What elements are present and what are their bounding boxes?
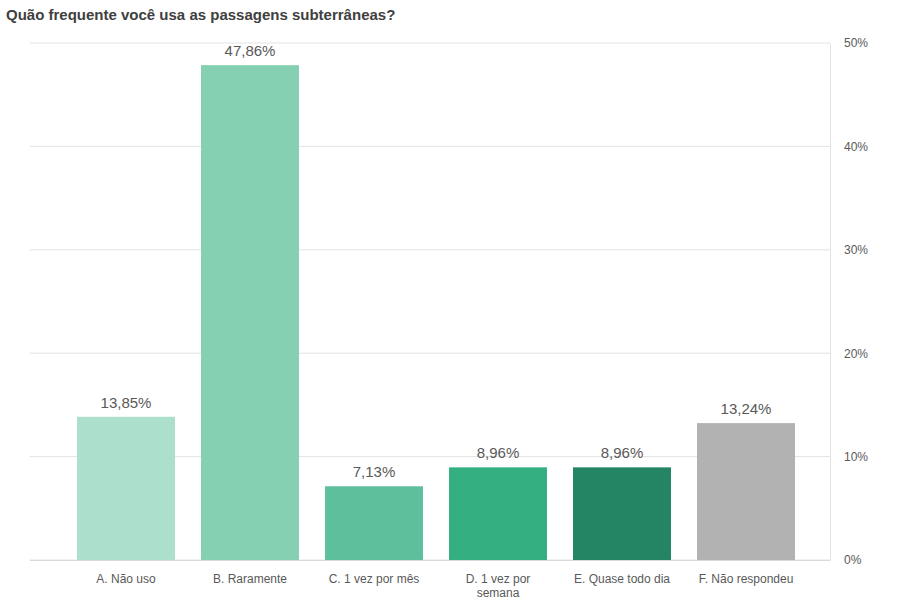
chart-root: Quão frequente você usa as passagens sub…	[0, 0, 910, 614]
y-tick: 10%	[830, 450, 868, 464]
x-tick-label-line: semana	[477, 586, 520, 600]
grid-line	[30, 146, 830, 147]
y-tick: 50%	[830, 36, 868, 50]
y-tick: 30%	[830, 243, 868, 257]
bar	[325, 486, 423, 560]
y-tick: 0%	[830, 553, 862, 567]
x-tick-label: F. Não respondeu	[699, 572, 794, 586]
y-tick: 20%	[830, 347, 868, 361]
x-tick: B. Raramente	[213, 560, 287, 586]
y-tick-label: 40%	[844, 140, 868, 154]
data-label: 47,86%	[225, 42, 276, 59]
chart-title: Quão frequente você usa as passagens sub…	[6, 6, 395, 23]
y-tick-label: 10%	[844, 450, 868, 464]
y-tick: 40%	[830, 140, 868, 154]
y-tick-label: 0%	[844, 553, 862, 567]
bar	[77, 417, 175, 560]
bar	[573, 467, 671, 560]
y-axis-line	[830, 44, 831, 561]
bar	[201, 65, 299, 560]
grid-line	[30, 249, 830, 250]
x-tick: F. Não respondeu	[699, 560, 794, 586]
data-label: 8,96%	[601, 444, 644, 461]
bar	[697, 423, 795, 560]
x-tick: C. 1 vez por mês	[329, 560, 420, 586]
x-tick: A. Não uso	[96, 560, 156, 586]
x-tick-label: A. Não uso	[96, 572, 156, 586]
x-tick: D. 1 vez porsemana	[466, 560, 531, 600]
data-labels: 13,85% 47,86% 7,13% 8,96% 8,96% 13,24%	[101, 42, 772, 480]
y-tick-label: 30%	[844, 243, 868, 257]
x-tick-label: E. Quase todo dia	[574, 572, 670, 586]
data-label: 13,24%	[721, 400, 772, 417]
x-tick-label: C. 1 vez por mês	[329, 572, 420, 586]
x-tick-label-line: D. 1 vez por	[466, 572, 531, 586]
bar	[449, 467, 547, 560]
x-axis: A. Não uso B. Raramente C. 1 vez por mês D.…	[30, 560, 830, 600]
y-axis: 0% 10% 20% 30% 40% 50%	[830, 36, 868, 567]
grid-line	[30, 353, 830, 354]
x-tick-label: B. Raramente	[213, 572, 287, 586]
x-tick-label: D. 1 vez porsemana	[466, 572, 531, 600]
data-label: 8,96%	[477, 444, 520, 461]
data-label: 7,13%	[353, 463, 396, 480]
y-tick-label: 20%	[844, 347, 868, 361]
y-tick-label: 50%	[844, 36, 868, 50]
data-label: 13,85%	[101, 394, 152, 411]
grid-line	[30, 43, 830, 44]
grid	[30, 43, 830, 560]
x-tick: E. Quase todo dia	[574, 560, 670, 586]
x-axis-line	[30, 560, 830, 561]
bars	[77, 65, 795, 560]
